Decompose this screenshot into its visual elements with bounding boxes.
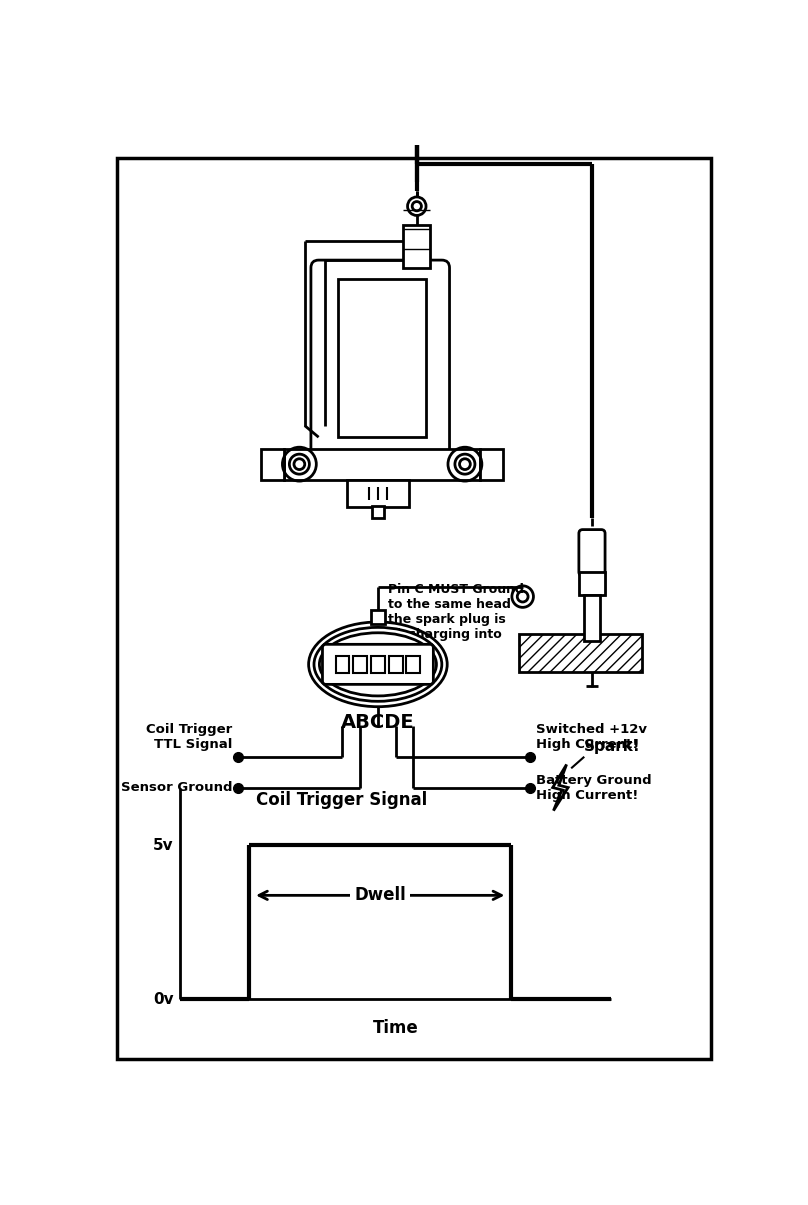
- Text: Spark!: Spark!: [584, 740, 641, 754]
- Text: Coil Trigger Signal: Coil Trigger Signal: [256, 792, 427, 810]
- Bar: [335, 656, 349, 672]
- Text: ABCDE: ABCDE: [341, 713, 415, 731]
- Text: Pin C MUST Ground
to the same head
the spark plug is
discharging into: Pin C MUST Ground to the same head the s…: [388, 583, 524, 641]
- Ellipse shape: [319, 633, 436, 696]
- Bar: [406, 656, 420, 672]
- Bar: [338, 280, 427, 437]
- FancyBboxPatch shape: [579, 530, 605, 576]
- Bar: [261, 448, 284, 480]
- FancyBboxPatch shape: [322, 645, 433, 684]
- Bar: [353, 656, 367, 672]
- Text: 5v: 5v: [154, 837, 174, 853]
- Bar: [584, 595, 600, 641]
- Ellipse shape: [309, 622, 447, 706]
- Ellipse shape: [314, 628, 442, 701]
- Bar: [480, 448, 503, 480]
- Bar: [389, 656, 402, 672]
- Text: Coil Trigger
TTL Signal: Coil Trigger TTL Signal: [146, 723, 233, 751]
- Bar: [371, 610, 385, 623]
- Text: Dwell: Dwell: [355, 887, 406, 904]
- Bar: [579, 580, 605, 587]
- Bar: [371, 656, 385, 672]
- Bar: [347, 480, 409, 506]
- Text: Battery Ground
High Current!: Battery Ground High Current!: [536, 774, 651, 801]
- Bar: [284, 448, 480, 480]
- Bar: [372, 506, 384, 518]
- Text: Time: Time: [372, 1018, 419, 1036]
- Bar: [579, 572, 605, 595]
- Bar: [579, 572, 605, 580]
- Text: 0v: 0v: [154, 992, 174, 1007]
- Bar: [519, 634, 642, 672]
- Bar: [579, 587, 605, 595]
- Bar: [403, 225, 431, 268]
- Text: Switched +12v
High Current!: Switched +12v High Current!: [536, 723, 646, 751]
- FancyBboxPatch shape: [311, 260, 449, 457]
- Bar: [318, 268, 442, 448]
- Bar: [519, 634, 642, 672]
- Text: Sensor Ground: Sensor Ground: [121, 781, 233, 794]
